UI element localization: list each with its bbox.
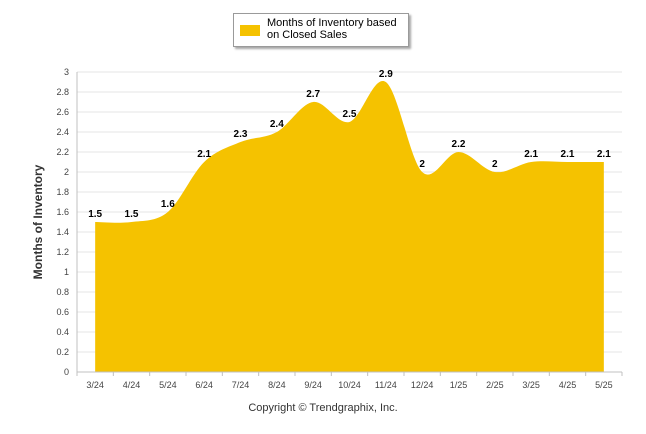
x-tick-label: 12/24 [411, 380, 434, 390]
y-tick-label: 3 [64, 67, 69, 77]
data-labels: 1.5 1.5 1.6 2.1 2.3 2.4 2.7 2.5 2.9 2 2.2 2 2.1 2.1 2.… [88, 69, 611, 220]
data-label: 2.3 [234, 129, 248, 140]
data-label: 2.5 [343, 109, 357, 120]
y-tick-label: 1 [64, 267, 69, 277]
y-tick-label: 0 [64, 367, 69, 377]
legend: Months of Inventory based on Closed Sale… [233, 13, 409, 47]
y-tick-label: 0.6 [56, 307, 69, 317]
x-tick-label: 4/25 [559, 380, 577, 390]
x-tick-label: 11/24 [375, 380, 397, 390]
y-tick-label: 2.4 [56, 127, 69, 137]
x-tick-label: 5/24 [159, 380, 177, 390]
data-label: 2.7 [306, 89, 320, 100]
x-tick-label: 3/25 [522, 380, 540, 390]
data-label: 2.9 [379, 69, 393, 80]
data-label: 2.2 [452, 139, 466, 150]
y-tick-label: 2.2 [56, 147, 69, 157]
x-tick-label: 8/24 [268, 380, 286, 390]
data-label: 2.1 [561, 149, 575, 160]
y-tick-label: 0.4 [56, 327, 69, 337]
y-tick-label: 1.4 [56, 227, 69, 237]
x-tick-label: 3/24 [86, 380, 104, 390]
data-label: 2.1 [597, 149, 611, 160]
y-tick-label: 1.8 [56, 187, 69, 197]
y-tick-label: 1.6 [56, 207, 69, 217]
data-label: 2 [492, 159, 498, 170]
axes [76, 72, 622, 373]
x-tick-label: 7/24 [232, 380, 250, 390]
y-tick-label: 2 [64, 167, 69, 177]
data-label: 2 [419, 159, 425, 170]
copyright-footer: Copyright © Trendgraphix, Inc. [248, 402, 398, 414]
series-area [95, 80, 604, 372]
data-label: 2.1 [197, 149, 211, 160]
x-tick-label: 9/24 [304, 380, 322, 390]
x-tick-label: 5/25 [595, 380, 613, 390]
data-label: 1.5 [88, 209, 102, 220]
series-area-path [95, 80, 604, 372]
legend-label: Months of Inventory based on Closed Sale… [267, 17, 397, 41]
y-tick-label: 0.8 [56, 287, 69, 297]
x-tick-label: 6/24 [195, 380, 213, 390]
x-tick-label: 4/24 [123, 380, 141, 390]
data-label: 2.4 [270, 119, 284, 130]
legend-swatch [240, 25, 260, 36]
data-label: 2.1 [524, 149, 538, 160]
y-tick-label: 1.2 [56, 247, 69, 257]
y-tick-label: 2.8 [56, 87, 69, 97]
x-tick-labels: 3/24 4/24 5/24 6/24 7/24 8/24 9/24 10/24 11/24 12… [76, 372, 623, 390]
x-tick-label: 1/25 [450, 380, 468, 390]
y-tick-label: 0.2 [56, 347, 69, 357]
y-axis-title: Months of Inventory [31, 164, 45, 279]
data-label: 1.6 [161, 199, 175, 210]
data-label: 1.5 [125, 209, 139, 220]
y-tick-label: 2.6 [56, 107, 69, 117]
y-tick-labels: 0 0.2 0.4 0.6 0.8 1 1.2 1.4 1.6 1.8 2 2.2 2.4 2.6 2.8 3 [56, 67, 69, 377]
x-tick-label: 10/24 [338, 380, 361, 390]
x-tick-label: 2/25 [486, 380, 504, 390]
